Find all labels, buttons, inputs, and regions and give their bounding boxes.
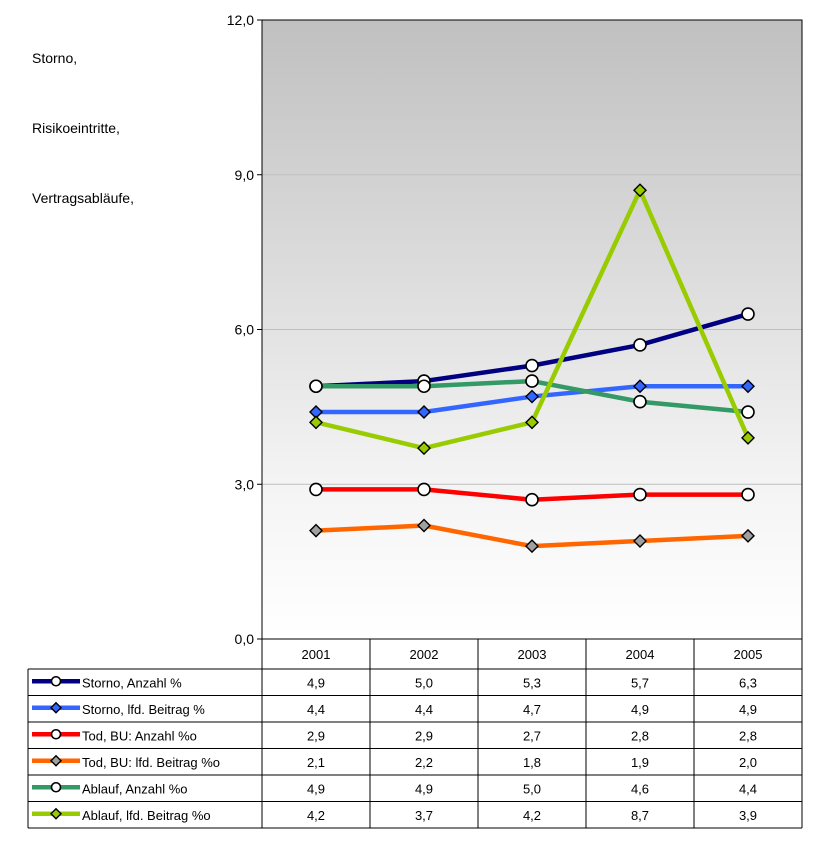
- table-cell-value: 4,4: [739, 781, 757, 796]
- table-cell-value: 2,1: [307, 755, 325, 770]
- table-cell-value: 5,3: [523, 675, 541, 690]
- table-cell-value: 4,9: [307, 781, 325, 796]
- data-point: [741, 430, 755, 445]
- data-point: [525, 492, 539, 507]
- y-tick-label: 3,0: [235, 476, 255, 492]
- y-tick-label: 12,0: [227, 12, 254, 28]
- y-tick-label: 9,0: [235, 167, 255, 183]
- side-label-vertragsablaeufe: Vertragsabläufe,: [32, 190, 134, 206]
- data-point: [417, 405, 431, 420]
- plot-border: [261, 19, 803, 640]
- x-tick-label: 2005: [734, 647, 763, 662]
- table-cell-value: 2,7: [523, 728, 541, 743]
- table-cell-value: 4,6: [631, 781, 649, 796]
- table-cell-value: 4,9: [415, 781, 433, 796]
- table-cell-value: 4,9: [307, 675, 325, 690]
- legend-label: Tod, BU: lfd. Beitrag %o: [82, 755, 220, 770]
- x-tick-label: 2003: [518, 647, 547, 662]
- data-point: [525, 539, 539, 554]
- table-cell-value: 2,8: [631, 728, 649, 743]
- data-point: [309, 523, 323, 538]
- data-point: [525, 374, 539, 388]
- data-point: [417, 482, 431, 497]
- legend-label: Storno, lfd. Beitrag %: [82, 702, 205, 717]
- data-point: [50, 781, 62, 793]
- data-point: [741, 379, 755, 394]
- table-cell-value: 1,9: [631, 755, 649, 770]
- data-point: [50, 807, 62, 820]
- table-cell-value: 2,8: [739, 728, 757, 743]
- data-point: [50, 701, 62, 714]
- legend-label: Ablauf, lfd. Beitrag %o: [82, 808, 211, 823]
- data-point: [741, 405, 755, 419]
- table-cell-value: 4,4: [307, 702, 325, 717]
- data-point: [525, 358, 539, 373]
- table-cell-value: 5,7: [631, 675, 649, 690]
- data-point: [633, 338, 647, 352]
- data-point: [741, 487, 755, 502]
- legend-label: Storno, Anzahl %: [82, 675, 182, 690]
- x-tick-label: 2004: [626, 647, 655, 662]
- table-cell-value: 4,9: [739, 702, 757, 717]
- data-point: [50, 728, 62, 740]
- data-point: [633, 487, 647, 502]
- data-point: [525, 389, 539, 404]
- data-point: [417, 441, 431, 456]
- data-point: [417, 518, 431, 533]
- legend-label: Tod, BU: Anzahl %o: [82, 728, 197, 743]
- data-point: [50, 675, 62, 687]
- table-cell-value: 4,2: [307, 808, 325, 823]
- table-cell-value: 2,0: [739, 755, 757, 770]
- y-tick-label: 0,0: [235, 631, 255, 647]
- data-point: [309, 482, 323, 497]
- table-cell-value: 8,7: [631, 808, 649, 823]
- data-point: [417, 379, 431, 394]
- table-cell-value: 3,7: [415, 808, 433, 823]
- table-cell-value: 4,9: [631, 702, 649, 717]
- table-cell-value: 5,0: [523, 781, 541, 796]
- data-point: [525, 415, 539, 430]
- side-label-storno: Storno,: [32, 50, 78, 66]
- table-cell-value: 3,9: [739, 808, 757, 823]
- side-label-risikoeintritte: Risikoeintritte,: [32, 120, 120, 136]
- data-point: [741, 307, 755, 321]
- x-tick-label: 2001: [302, 647, 331, 662]
- table-cell-value: 5,0: [415, 675, 433, 690]
- table-cell-value: 2,2: [415, 755, 433, 770]
- table-cell-value: 2,9: [415, 728, 433, 743]
- table-cell-value: 4,4: [415, 702, 433, 717]
- data-point: [633, 394, 647, 409]
- data-point: [633, 183, 647, 198]
- data-point: [741, 528, 755, 543]
- data-point: [309, 379, 323, 394]
- data-point: [633, 379, 647, 394]
- legend-label: Ablauf, Anzahl %o: [82, 781, 188, 796]
- table-cell-value: 4,7: [523, 702, 541, 717]
- table-cell-value: 2,9: [307, 728, 325, 743]
- data-point: [50, 754, 62, 767]
- table-cell-value: 4,2: [523, 808, 541, 823]
- data-point: [309, 415, 323, 430]
- table-cell-value: 6,3: [739, 675, 757, 690]
- data-point: [633, 534, 647, 548]
- table-cell-value: 1,8: [523, 755, 541, 770]
- x-tick-label: 2002: [410, 647, 439, 662]
- y-tick-label: 6,0: [235, 322, 255, 338]
